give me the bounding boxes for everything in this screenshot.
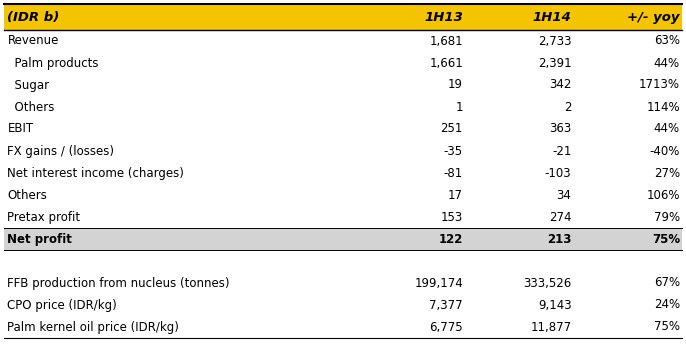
Text: EBIT: EBIT — [8, 122, 34, 136]
Text: 44%: 44% — [654, 122, 680, 136]
Text: 199,174: 199,174 — [414, 277, 463, 290]
Text: Net profit: Net profit — [8, 233, 72, 246]
Text: 19: 19 — [448, 78, 463, 92]
Text: 44%: 44% — [654, 56, 680, 69]
Text: 213: 213 — [547, 233, 571, 246]
Bar — [4, 184, 682, 206]
Text: 274: 274 — [549, 211, 571, 224]
Text: 1713%: 1713% — [639, 78, 680, 92]
Text: 1H14: 1H14 — [532, 11, 571, 23]
Bar — [4, 272, 682, 294]
Text: -103: -103 — [545, 166, 571, 180]
Text: 2,391: 2,391 — [538, 56, 571, 69]
Text: 27%: 27% — [654, 166, 680, 180]
Text: Others: Others — [8, 100, 55, 114]
Bar — [4, 316, 682, 338]
Text: 106%: 106% — [646, 189, 680, 202]
Text: FX gains / (losses): FX gains / (losses) — [8, 144, 115, 158]
Bar — [4, 228, 682, 250]
Text: FFB production from nucleus (tonnes): FFB production from nucleus (tonnes) — [8, 277, 230, 290]
Text: 79%: 79% — [654, 211, 680, 224]
Text: 11,877: 11,877 — [530, 321, 571, 333]
Text: 251: 251 — [440, 122, 463, 136]
Text: Palm products: Palm products — [8, 56, 99, 69]
Text: 1: 1 — [456, 100, 463, 114]
Bar — [4, 162, 682, 184]
Text: 67%: 67% — [654, 277, 680, 290]
Text: 17: 17 — [448, 189, 463, 202]
Text: 1,661: 1,661 — [429, 56, 463, 69]
Bar — [4, 52, 682, 74]
Text: 63%: 63% — [654, 34, 680, 47]
Text: Palm kernel oil price (IDR/kg): Palm kernel oil price (IDR/kg) — [8, 321, 179, 333]
Text: 122: 122 — [438, 233, 463, 246]
Bar — [4, 96, 682, 118]
Text: 2,733: 2,733 — [538, 34, 571, 47]
Bar — [4, 250, 682, 272]
Text: 2: 2 — [564, 100, 571, 114]
Text: 6,775: 6,775 — [429, 321, 463, 333]
Text: 363: 363 — [549, 122, 571, 136]
Text: 153: 153 — [440, 211, 463, 224]
Text: 75%: 75% — [652, 233, 680, 246]
Text: -21: -21 — [552, 144, 571, 158]
Text: Pretax profit: Pretax profit — [8, 211, 80, 224]
Text: 342: 342 — [549, 78, 571, 92]
Text: 24%: 24% — [654, 299, 680, 312]
Text: 9,143: 9,143 — [538, 299, 571, 312]
Text: 1H13: 1H13 — [424, 11, 463, 23]
Bar — [4, 140, 682, 162]
Text: (IDR b): (IDR b) — [8, 11, 60, 23]
Text: 114%: 114% — [646, 100, 680, 114]
Text: Sugar: Sugar — [8, 78, 49, 92]
Text: Revenue: Revenue — [8, 34, 59, 47]
Bar — [4, 30, 682, 52]
Text: Net interest income (charges): Net interest income (charges) — [8, 166, 185, 180]
Bar — [4, 294, 682, 316]
Text: 34: 34 — [556, 189, 571, 202]
Text: 333,526: 333,526 — [523, 277, 571, 290]
Text: -40%: -40% — [650, 144, 680, 158]
Text: +/- yoy: +/- yoy — [628, 11, 680, 23]
Text: 7,377: 7,377 — [429, 299, 463, 312]
Bar — [4, 4, 682, 30]
Text: -35: -35 — [444, 144, 463, 158]
Bar — [4, 74, 682, 96]
Bar — [4, 118, 682, 140]
Text: 75%: 75% — [654, 321, 680, 333]
Text: Others: Others — [8, 189, 47, 202]
Text: -81: -81 — [444, 166, 463, 180]
Text: 1,681: 1,681 — [429, 34, 463, 47]
Text: CPO price (IDR/kg): CPO price (IDR/kg) — [8, 299, 117, 312]
Bar — [4, 206, 682, 228]
